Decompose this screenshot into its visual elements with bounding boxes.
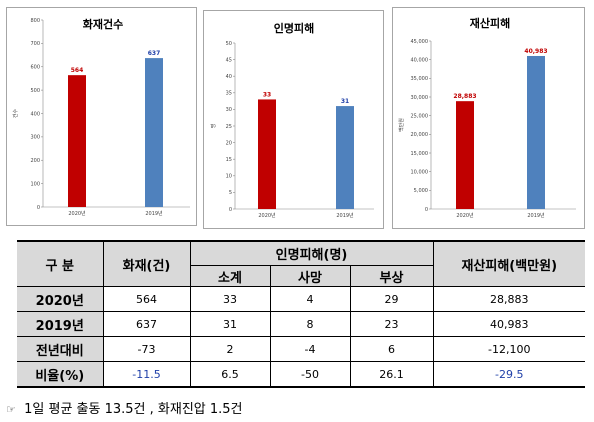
y-tick-label: 35,000	[411, 76, 429, 82]
x-tick-label: 2019년	[145, 210, 163, 217]
header-deaths: 사망	[269, 265, 351, 287]
y-tick-label: 10,000	[411, 169, 429, 175]
y-tick-label: 15	[226, 157, 232, 163]
header-casualties: 인명피해(명)	[189, 240, 434, 266]
y-tick-label: 500	[30, 88, 40, 94]
cell-property: 28,883	[432, 286, 585, 312]
header-fires: 화재(건)	[102, 240, 191, 287]
bar	[258, 99, 276, 209]
row-label: 전년대비	[17, 336, 104, 362]
y-tick-label: 50	[226, 41, 232, 47]
data-label: 637	[148, 50, 161, 57]
y-tick-label: 400	[30, 111, 40, 117]
cell-fires: 637	[102, 311, 191, 337]
header-category: 구 분	[17, 240, 104, 287]
cell-deaths: 4	[269, 286, 351, 312]
cell-subtotal: 33	[189, 286, 271, 312]
chart-title: 화재건수	[83, 17, 123, 31]
y-tick-label: 40	[226, 74, 232, 80]
chart-casualties: 인명피해 0 5 10 15 20 25 30 35 40 45 50 명 33 2020년 31 2019년	[203, 10, 384, 229]
y-tick-label: 5	[229, 190, 232, 196]
y-tick-label: 100	[30, 181, 40, 187]
y-tick-label: 30,000	[411, 95, 429, 101]
y-tick-label: 25	[226, 124, 232, 130]
chart-casualties-svg: 인명피해 0 5 10 15 20 25 30 35 40 45 50 명 33 2020년 31 2019년	[210, 21, 374, 219]
hand-pointer-icon: ☞	[6, 403, 16, 416]
y-tick-label: 0	[425, 207, 428, 213]
y-tick-label: 10	[226, 174, 232, 180]
table-row: 2020년 564 33 4 29 28,883	[17, 286, 585, 312]
y-tick-label: 30	[226, 107, 232, 113]
bar	[456, 101, 474, 209]
y-tick-label: 200	[30, 158, 40, 164]
cell-deaths: -50	[269, 361, 351, 388]
y-tick-label: 20	[226, 140, 232, 146]
table-row: 비율(%) -11.5 6.5 -50 26.1 -29.5	[17, 361, 585, 388]
cell-fires: -11.5	[102, 361, 191, 388]
note-line: ☞ 1일 평균 출동 13.5건 , 화재진압 1.5건	[6, 398, 243, 417]
y-tick-label: 300	[30, 135, 40, 141]
cell-property: -12,100	[432, 336, 585, 362]
row-label: 2020년	[17, 286, 104, 312]
bar	[68, 75, 86, 207]
y-axis-label: 백만원	[398, 118, 405, 132]
y-tick-label: 35	[226, 91, 232, 97]
bar	[336, 106, 354, 209]
summary-table: 구 분 화재(건) 인명피해(명) 재산피해(백만원) 소계 사망 부상 202…	[17, 240, 585, 388]
y-axis-label: 건수	[12, 109, 19, 119]
cell-deaths: 8	[269, 311, 351, 337]
row-label: 비율(%)	[17, 361, 104, 388]
data-label: 564	[71, 67, 84, 74]
x-tick-label: 2019년	[336, 212, 354, 219]
data-label: 28,883	[453, 93, 476, 100]
header-property: 재산피해(백만원)	[432, 240, 585, 287]
bar	[527, 55, 545, 210]
note-text: 1일 평균 출동 13.5건 , 화재진압 1.5건	[24, 402, 243, 417]
cell-subtotal: 2	[189, 336, 271, 362]
cell-property: 40,983	[432, 311, 585, 337]
y-tick-label: 40,000	[411, 57, 429, 63]
header-subtotal: 소계	[190, 265, 271, 287]
table-row: 2019년 637 31 8 23 40,983	[17, 311, 585, 337]
cell-property: -29.5	[432, 361, 585, 388]
data-label: 33	[263, 91, 271, 98]
y-tick-label: 45	[226, 57, 232, 63]
cell-injuries: 29	[349, 286, 434, 312]
data-label: 31	[341, 98, 349, 105]
cell-injuries: 6	[349, 336, 434, 362]
cell-deaths: -4	[269, 336, 351, 362]
y-tick-label: 20,000	[411, 132, 429, 138]
data-label: 40,983	[524, 48, 547, 55]
cell-fires: -73	[102, 336, 191, 362]
header-injuries: 부상	[349, 265, 433, 287]
y-tick-label: 600	[30, 65, 40, 71]
chart-fire-count-svg: 화재건수 0 100 200 300 400 500 600 700 800 건수 564 2020년 6…	[12, 17, 190, 217]
chart-property-damage: 재산피해 0 5,000 10,000 15,000 20,000 25,000 30,000…	[392, 7, 585, 229]
chart-title: 재산피해	[470, 16, 510, 30]
y-tick-label: 45,000	[411, 39, 429, 45]
y-tick-label: 0	[37, 205, 40, 211]
cell-injuries: 23	[349, 311, 434, 337]
y-tick-label: 5,000	[414, 188, 428, 194]
bar	[145, 58, 163, 207]
y-tick-label: 700	[30, 41, 40, 47]
chart-title: 인명피해	[274, 21, 314, 35]
chart-property-damage-svg: 재산피해 0 5,000 10,000 15,000 20,000 25,000 30,000…	[398, 16, 576, 219]
y-tick-label: 15,000	[411, 151, 429, 157]
row-label: 2019년	[17, 311, 104, 337]
table-row: 전년대비 -73 2 -4 6 -12,100	[17, 336, 585, 362]
y-tick-label: 25,000	[411, 113, 429, 119]
cell-fires: 564	[102, 286, 191, 312]
x-tick-label: 2020년	[456, 212, 474, 219]
chart-fire-count: 화재건수 0 100 200 300 400 500 600 700 800 건수 564 2020년 6…	[6, 7, 197, 226]
cell-subtotal: 31	[189, 311, 271, 337]
x-tick-label: 2020년	[68, 210, 86, 217]
y-tick-label: 0	[229, 207, 232, 213]
y-axis-label: 명	[210, 124, 217, 129]
x-tick-label: 2020년	[258, 212, 276, 219]
x-tick-label: 2019년	[527, 212, 545, 219]
y-tick-label: 800	[30, 18, 40, 24]
cell-injuries: 26.1	[349, 361, 434, 388]
cell-subtotal: 6.5	[189, 361, 271, 388]
